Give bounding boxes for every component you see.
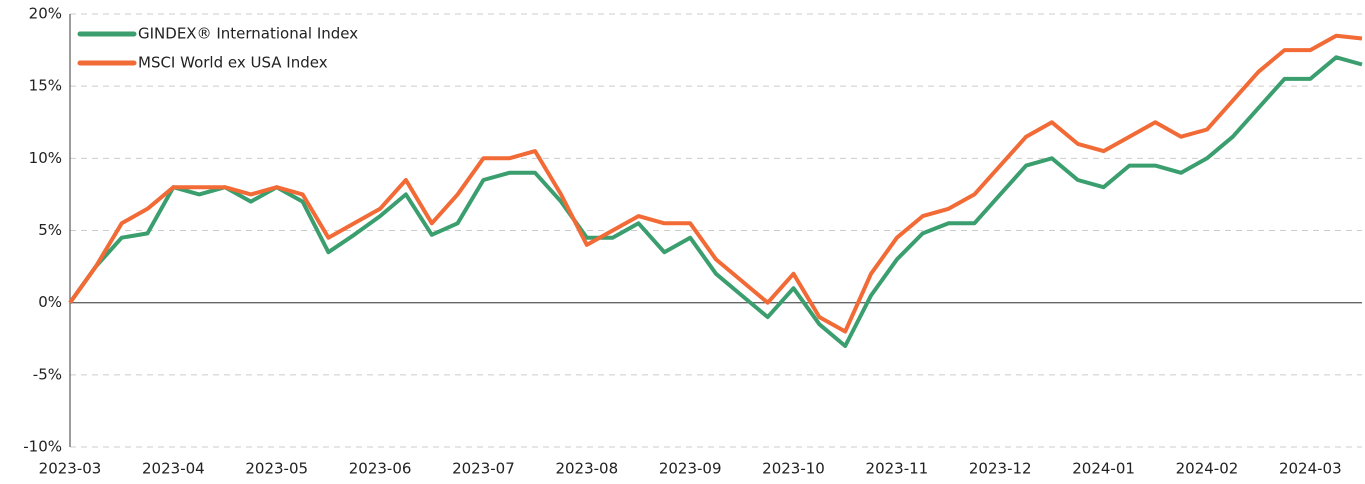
y-tick-label: 5% <box>38 221 62 239</box>
y-tick-label: 20% <box>29 5 62 23</box>
series-line <box>68 55 1363 348</box>
x-tick-label: 2024-02 <box>1176 460 1239 478</box>
series-line <box>68 33 1363 334</box>
x-tick-label: 2023-10 <box>762 460 825 478</box>
x-tick-label: 2024-03 <box>1279 460 1342 478</box>
x-tick-label: 2023-03 <box>39 460 102 478</box>
x-tick-label: 2023-04 <box>142 460 205 478</box>
x-tick-label: 2023-11 <box>866 460 929 478</box>
legend-label: MSCI World ex USA Index <box>138 54 328 72</box>
legend-label: GINDEX® International Index <box>138 25 358 43</box>
y-tick-label: 15% <box>29 77 62 95</box>
y-tick-label: 10% <box>29 149 62 167</box>
y-tick-label: 0% <box>38 293 62 311</box>
x-tick-label: 2023-06 <box>349 460 412 478</box>
x-tick-label: 2023-08 <box>555 460 618 478</box>
x-tick-label: 2024-01 <box>1072 460 1135 478</box>
x-tick-label: 2023-12 <box>969 460 1032 478</box>
x-tick-label: 2023-09 <box>659 460 722 478</box>
y-tick-label: -5% <box>33 365 62 383</box>
x-tick-label: 2023-05 <box>245 460 308 478</box>
y-tick-label: -10% <box>23 438 62 456</box>
x-tick-label: 2023-07 <box>452 460 515 478</box>
